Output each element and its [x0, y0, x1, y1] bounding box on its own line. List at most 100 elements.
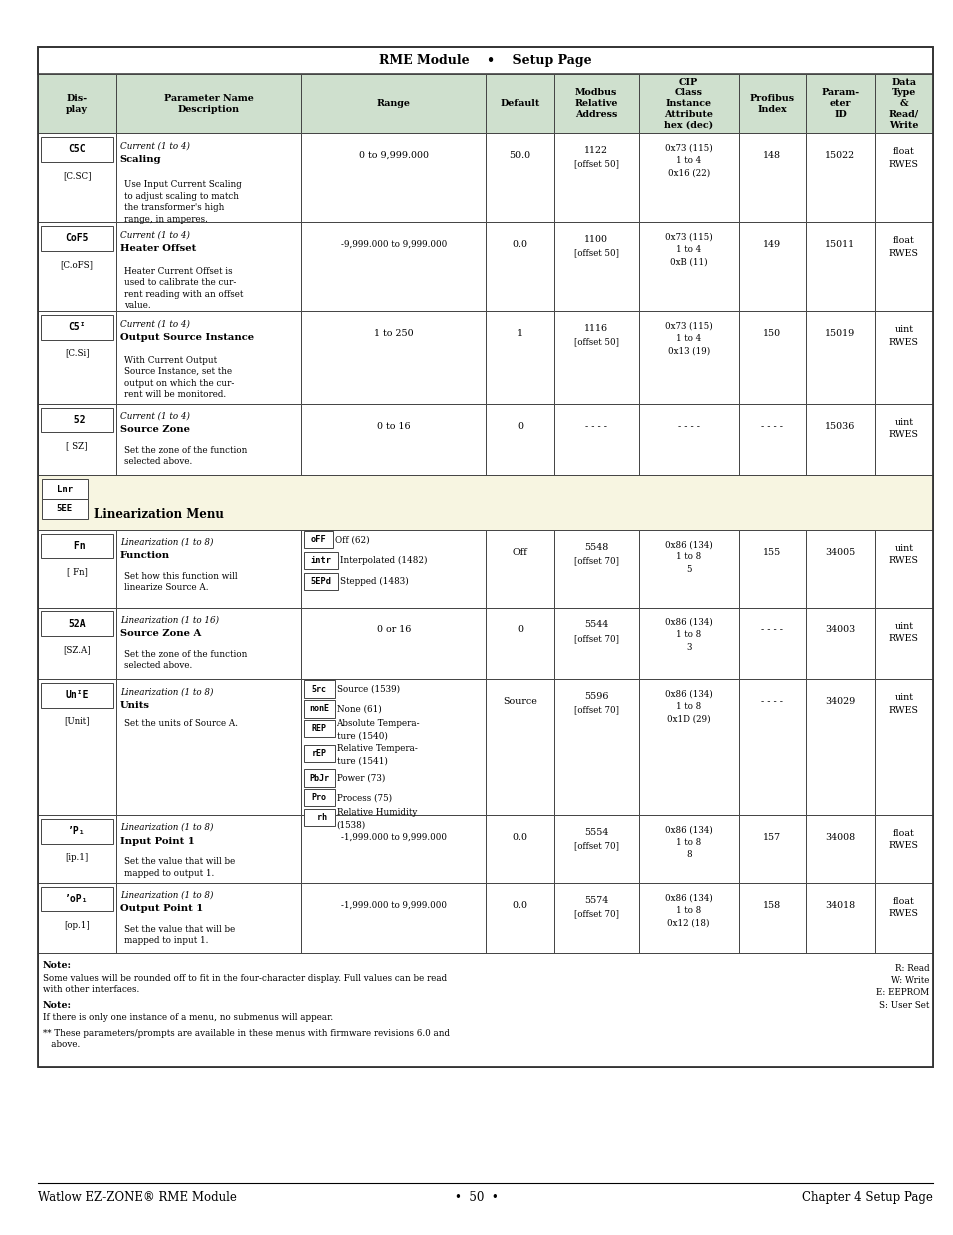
Text: 0x1D (29): 0x1D (29) [666, 714, 710, 724]
FancyBboxPatch shape [304, 700, 335, 718]
Text: 0: 0 [517, 421, 522, 431]
Bar [486, 883, 553, 953]
Text: ture (1540): ture (1540) [336, 731, 387, 741]
Bar [638, 311, 738, 404]
Text: Param-
eter
ID: Param- eter ID [821, 89, 859, 119]
Text: rh: rh [312, 813, 327, 823]
Text: RME Module    •    Setup Page: RME Module • Setup Page [379, 54, 591, 67]
FancyBboxPatch shape [41, 534, 113, 558]
Text: 8: 8 [685, 850, 691, 860]
Text: 15022: 15022 [824, 151, 855, 161]
Text: float: float [892, 236, 914, 246]
Bar [553, 608, 638, 679]
Text: Fn: Fn [69, 541, 86, 551]
Text: RWES: RWES [888, 248, 918, 258]
Text: R: Read: R: Read [894, 963, 928, 973]
FancyBboxPatch shape [41, 819, 113, 844]
Bar [874, 530, 932, 608]
Text: ** These parameters/prompts are available in these menus with firmware revisions: ** These parameters/prompts are availabl… [43, 1029, 450, 1039]
Text: Input Point 1: Input Point 1 [120, 836, 194, 846]
Text: rEP: rEP [312, 748, 327, 758]
Bar [301, 679, 486, 815]
Text: ture (1541): ture (1541) [336, 756, 387, 766]
Text: 1100: 1100 [583, 235, 607, 245]
Text: Source: Source [502, 697, 537, 706]
FancyBboxPatch shape [304, 745, 335, 762]
Text: - - - -: - - - - [677, 421, 699, 431]
Text: Source (1539): Source (1539) [336, 684, 399, 694]
Text: 157: 157 [762, 832, 781, 842]
Text: -1,999.000 to 9,999.000: -1,999.000 to 9,999.000 [340, 900, 446, 910]
Text: ’P₁: ’P₁ [69, 826, 86, 836]
Bar [805, 530, 874, 608]
Bar [116, 679, 301, 815]
FancyBboxPatch shape [41, 611, 113, 636]
Text: Modbus
Relative
Address: Modbus Relative Address [574, 89, 618, 119]
Text: Current (1 to 4): Current (1 to 4) [120, 319, 190, 329]
Text: - - - -: - - - - [760, 421, 782, 431]
Bar [553, 679, 638, 815]
Text: 5544: 5544 [583, 620, 608, 630]
Text: Set the value that will be
mapped to output 1.: Set the value that will be mapped to out… [124, 857, 234, 878]
Bar [116, 133, 301, 222]
Text: 0x73 (115): 0x73 (115) [664, 321, 712, 331]
Text: Set the zone of the function
selected above.: Set the zone of the function selected ab… [124, 446, 247, 467]
Text: UnᴵE: UnᴵE [65, 690, 89, 700]
Bar [38, 679, 116, 815]
Bar [486, 608, 553, 679]
Text: [offset 70]: [offset 70] [573, 909, 618, 919]
Text: Set the value that will be
mapped to input 1.: Set the value that will be mapped to inp… [124, 925, 234, 946]
Bar [116, 222, 301, 311]
Text: C5ᴵ: C5ᴵ [69, 322, 86, 332]
Text: 3: 3 [685, 642, 691, 652]
Text: Set how this function will
linearize Source A.: Set how this function will linearize Sou… [124, 572, 237, 593]
Text: uint: uint [894, 693, 912, 703]
Bar [638, 222, 738, 311]
Bar [301, 311, 486, 404]
Text: Source Zone A: Source Zone A [120, 629, 201, 638]
Bar [738, 608, 805, 679]
FancyBboxPatch shape [304, 680, 335, 698]
Bar [553, 530, 638, 608]
Bar [738, 815, 805, 883]
Text: Data
Type
&
Read/
Write: Data Type & Read/ Write [888, 78, 918, 130]
Text: Note:: Note: [43, 961, 71, 971]
Text: [ Fn]: [ Fn] [67, 567, 88, 577]
Bar [805, 222, 874, 311]
Bar [553, 133, 638, 222]
Bar [301, 815, 486, 883]
Bar [486, 530, 553, 608]
Text: Set the zone of the function
selected above.: Set the zone of the function selected ab… [124, 650, 247, 671]
Text: Scaling: Scaling [120, 154, 161, 164]
Text: Linearization (1 to 8): Linearization (1 to 8) [120, 823, 213, 832]
Text: -9,999.000 to 9,999.000: -9,999.000 to 9,999.000 [340, 240, 447, 249]
Bar [486, 815, 553, 883]
FancyBboxPatch shape [304, 789, 335, 806]
Bar [874, 404, 932, 475]
Text: Relative Humidity: Relative Humidity [336, 808, 416, 818]
Text: above.: above. [43, 1040, 80, 1050]
Bar [301, 608, 486, 679]
FancyBboxPatch shape [304, 809, 335, 826]
Text: 0x86 (134): 0x86 (134) [664, 618, 712, 627]
Text: Linearization (1 to 16): Linearization (1 to 16) [120, 615, 218, 625]
Bar [874, 222, 932, 311]
Text: 0x73 (115): 0x73 (115) [664, 232, 712, 242]
Text: If there is only one instance of a menu, no submenus will appear.: If there is only one instance of a menu,… [43, 1013, 333, 1023]
Text: 1 to 4: 1 to 4 [676, 156, 700, 165]
Bar [805, 883, 874, 953]
Bar [553, 74, 638, 133]
Text: With Current Output
Source Instance, set the
output on which the cur-
rent will : With Current Output Source Instance, set… [124, 356, 233, 399]
FancyBboxPatch shape [304, 573, 338, 590]
Text: 1 to 250: 1 to 250 [374, 329, 414, 338]
Text: 0x86 (134): 0x86 (134) [664, 540, 712, 550]
Text: 1 to 4: 1 to 4 [676, 245, 700, 254]
Bar [38, 475, 932, 530]
Text: 1 to 8: 1 to 8 [676, 552, 700, 562]
Bar [116, 311, 301, 404]
Text: [offset 50]: [offset 50] [573, 159, 618, 169]
FancyBboxPatch shape [304, 720, 335, 737]
Bar [874, 679, 932, 815]
Text: with other interfaces.: with other interfaces. [43, 984, 139, 994]
Text: 1 to 8: 1 to 8 [676, 701, 700, 711]
